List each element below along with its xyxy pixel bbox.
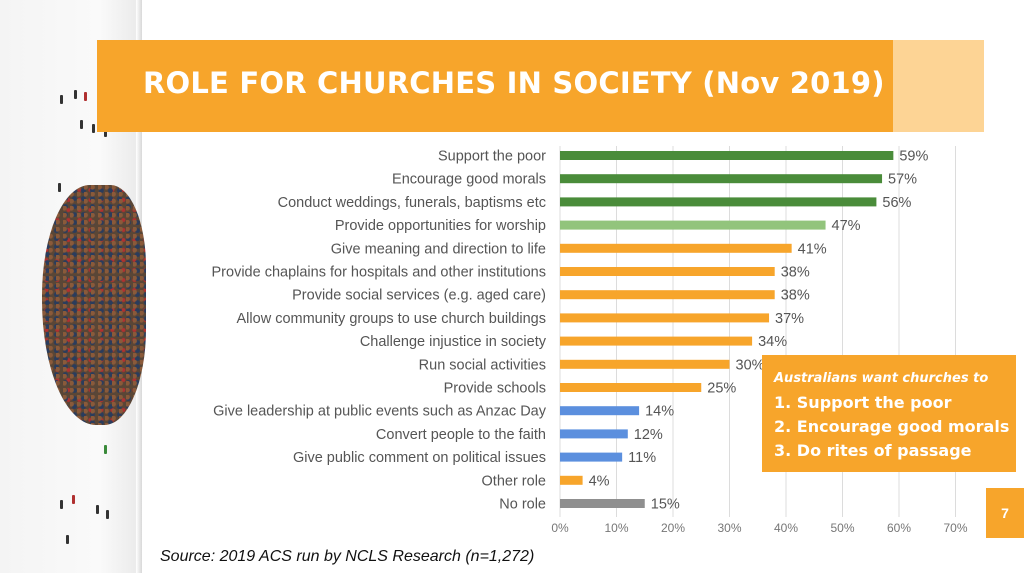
data-label: 38% bbox=[781, 288, 810, 304]
bar bbox=[560, 243, 792, 253]
x-tick-label: 30% bbox=[717, 521, 741, 535]
crowd-image bbox=[42, 185, 146, 425]
data-label: 30% bbox=[736, 357, 765, 373]
data-label: 12% bbox=[634, 427, 663, 443]
page-number-badge: 7 bbox=[986, 488, 1024, 538]
data-label: 11% bbox=[628, 450, 656, 466]
bar bbox=[560, 197, 877, 207]
category-label: Encourage good morals bbox=[392, 172, 546, 188]
chart-category-labels: Support the poor Encourage good morals Con… bbox=[212, 149, 547, 513]
bar bbox=[560, 475, 583, 485]
person-figure bbox=[58, 183, 61, 192]
x-tick-label: 0% bbox=[551, 521, 569, 535]
bar bbox=[560, 452, 623, 462]
bar bbox=[560, 151, 894, 160]
category-label: Give public comment on political issues bbox=[293, 450, 546, 466]
category-label: Give meaning and direction to life bbox=[331, 241, 546, 257]
category-label: Allow community groups to use church bui… bbox=[237, 311, 546, 327]
data-label: 59% bbox=[899, 149, 928, 165]
person-figure bbox=[104, 445, 107, 454]
summary-callout: Australians want churches to 1. Support … bbox=[762, 355, 1016, 472]
category-label: Run social activities bbox=[419, 357, 546, 373]
bar bbox=[560, 313, 770, 323]
category-label: Convert people to the faith bbox=[376, 427, 546, 443]
callout-item: 2. Encourage good morals bbox=[774, 417, 1010, 436]
data-label: 47% bbox=[832, 218, 861, 234]
person-figure bbox=[96, 505, 99, 514]
title-banner-accent bbox=[893, 40, 984, 132]
source-note: Source: 2019 ACS run by NCLS Research (n… bbox=[160, 548, 535, 565]
x-tick-label: 60% bbox=[887, 521, 911, 535]
category-label: Provide social services (e.g. aged care) bbox=[292, 288, 546, 304]
person-figure bbox=[84, 92, 87, 101]
data-label: 38% bbox=[781, 265, 810, 281]
bar bbox=[560, 336, 753, 346]
bar bbox=[560, 174, 883, 184]
bar bbox=[560, 290, 775, 300]
data-label: 4% bbox=[589, 473, 610, 489]
person-figure bbox=[80, 120, 83, 129]
category-label: Provide opportunities for worship bbox=[335, 218, 546, 234]
chart-x-axis-ticks: 0% 10% 20% 30% 40% 50% 60% 70% bbox=[551, 521, 968, 535]
bar bbox=[560, 429, 628, 439]
x-tick-label: 10% bbox=[604, 521, 628, 535]
category-label: Give leadership at public events such as… bbox=[213, 404, 547, 420]
bar bbox=[560, 359, 730, 369]
category-label: Support the poor bbox=[438, 149, 546, 165]
callout-item: 3. Do rites of passage bbox=[774, 441, 972, 460]
data-label: 56% bbox=[882, 195, 911, 211]
category-label: Provide chaplains for hospitals and othe… bbox=[212, 265, 547, 281]
person-figure bbox=[104, 128, 107, 137]
chart-bars bbox=[560, 151, 894, 508]
category-label: No role bbox=[499, 497, 546, 513]
person-figure bbox=[60, 500, 63, 509]
data-label: 14% bbox=[645, 404, 674, 420]
callout-list: 1. Support the poor 2. Encourage good mo… bbox=[774, 391, 1016, 463]
bar bbox=[560, 267, 775, 276]
bar bbox=[560, 499, 645, 508]
category-label: Provide schools bbox=[444, 381, 546, 397]
person-figure bbox=[66, 535, 69, 544]
title-banner bbox=[97, 40, 893, 132]
person-figure bbox=[72, 495, 75, 504]
data-label: 57% bbox=[888, 172, 917, 188]
category-label: Challenge injustice in society bbox=[360, 334, 547, 350]
bar bbox=[560, 406, 640, 416]
category-label: Other role bbox=[482, 473, 546, 489]
data-label: 34% bbox=[758, 334, 787, 350]
data-label: 25% bbox=[707, 381, 736, 397]
person-figure bbox=[92, 124, 95, 133]
data-label: 41% bbox=[798, 241, 827, 257]
x-tick-label: 40% bbox=[774, 521, 798, 535]
x-tick-label: 50% bbox=[830, 521, 854, 535]
category-label: Conduct weddings, funerals, baptisms etc bbox=[278, 195, 546, 211]
chart-data-labels: 59% 57% 56% 47% 41% 38% 38% 37% 34% 30%25% 14% 12% 1… bbox=[589, 149, 929, 513]
person-figure bbox=[106, 510, 109, 519]
callout-item: 1. Support the poor bbox=[774, 393, 952, 412]
callout-heading: Australians want churches to bbox=[774, 371, 989, 386]
x-tick-label: 20% bbox=[661, 521, 685, 535]
data-label: 15% bbox=[651, 497, 680, 513]
bar bbox=[560, 220, 826, 230]
data-label: 37% bbox=[775, 311, 804, 327]
x-tick-label: 70% bbox=[943, 521, 967, 535]
slide-title: ROLE FOR CHURCHES IN SOCIETY (Nov 2019) bbox=[143, 66, 885, 100]
person-figure bbox=[60, 95, 63, 104]
person-figure bbox=[74, 90, 77, 99]
bar bbox=[560, 383, 702, 392]
